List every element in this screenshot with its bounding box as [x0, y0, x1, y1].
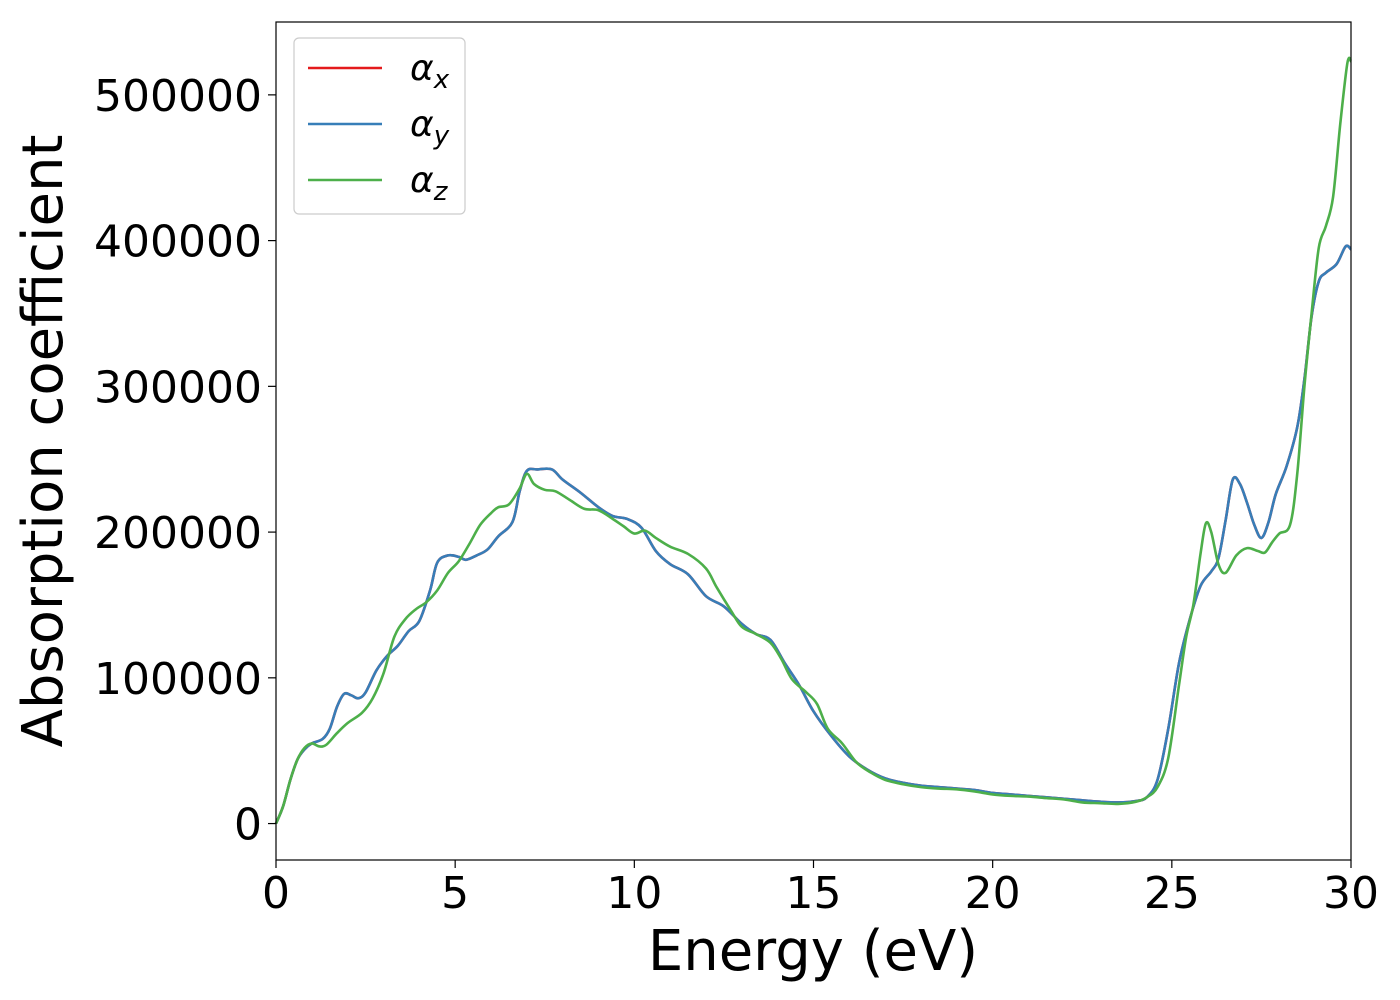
legend-label-alpha-y: αy [410, 104, 450, 151]
y-tick-label: 100000 [94, 654, 262, 705]
x-tick-label: 20 [965, 868, 1021, 919]
x-tick-label: 25 [1144, 868, 1200, 919]
x-tick-label: 15 [786, 868, 842, 919]
x-axis-title: Energy (eV) [648, 919, 978, 984]
series-lines [274, 56, 1353, 825]
legend-label-alpha-x: αx [410, 48, 450, 95]
legend: αx αy αz [293, 37, 466, 215]
legend-box [293, 37, 466, 215]
x-tick-label: 10 [606, 868, 662, 919]
y-tick-label: 200000 [94, 508, 262, 559]
y-axis-title: Absorption coefficient [11, 135, 76, 748]
y-axis-ticks: 0 100000 200000 300000 400000 500000 [94, 71, 276, 851]
x-tick-label: 0 [262, 868, 290, 919]
legend-label-alpha-z: αz [410, 160, 449, 207]
y-tick-label: 400000 [94, 217, 262, 268]
x-tick-label: 30 [1323, 868, 1379, 919]
x-tick-label: 5 [441, 868, 469, 919]
y-tick-label: 300000 [94, 362, 262, 413]
y-tick-label: 500000 [94, 71, 262, 122]
series-line-alpha-z [274, 56, 1353, 825]
y-tick-label: 0 [234, 800, 262, 851]
x-axis-ticks: 0 5 10 15 20 25 30 [262, 860, 1379, 919]
